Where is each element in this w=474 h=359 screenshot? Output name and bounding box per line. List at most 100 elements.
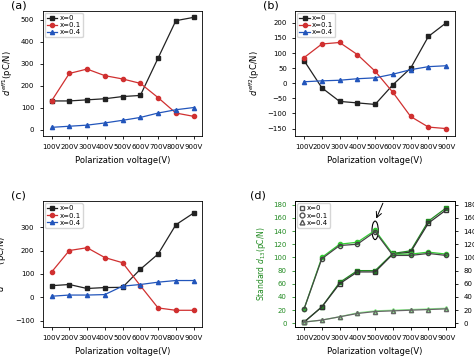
x=0.4 (191, 106, 196, 110)
Line: x=0.1: x=0.1 (49, 246, 196, 312)
x=0.1 (173, 308, 179, 312)
x=0.4 (66, 124, 72, 129)
Line: x=0.1: x=0.1 (302, 41, 448, 131)
x=0 (120, 94, 126, 99)
x=0 (337, 99, 342, 103)
x=0 (191, 15, 196, 19)
Line: x=0.4: x=0.4 (49, 279, 196, 298)
x=0 (319, 86, 325, 90)
x=0 (173, 19, 179, 23)
Line: x=0.4: x=0.4 (49, 106, 196, 130)
x=0.1 (337, 40, 342, 45)
x=0.4 (390, 72, 396, 76)
X-axis label: Polarization voltage(V): Polarization voltage(V) (328, 346, 423, 355)
x=0 (137, 267, 143, 271)
x=0.1 (191, 308, 196, 312)
x=0 (155, 252, 161, 256)
x=0.1 (155, 95, 161, 100)
x=0.4 (120, 284, 126, 288)
x=0.1 (372, 69, 378, 73)
Line: x=0.4: x=0.4 (302, 64, 448, 84)
x=0.4 (173, 278, 179, 283)
x=0.4 (372, 76, 378, 80)
x=0 (66, 99, 72, 103)
Legend: x=0, x=0.1, x=0.4: x=0, x=0.1, x=0.4 (297, 204, 330, 228)
x=0.4 (49, 125, 55, 130)
x=0 (66, 283, 72, 287)
x=0 (443, 21, 449, 25)
Line: x=0.1: x=0.1 (49, 67, 196, 118)
x=0.1 (426, 125, 431, 129)
x=0.4 (120, 118, 126, 122)
x=0.4 (137, 115, 143, 120)
Y-axis label: Standard $d_{13}$(pC/N): Standard $d_{13}$(pC/N) (255, 227, 268, 302)
x=0.1 (173, 111, 179, 115)
x=0.1 (319, 42, 325, 46)
x=0.1 (120, 77, 126, 81)
x=0.1 (137, 81, 143, 85)
Y-axis label: $d^{eff2}$(pC/N): $d^{eff2}$(pC/N) (247, 51, 262, 96)
x=0.4 (443, 64, 449, 68)
x=0 (355, 101, 360, 105)
x=0.1 (49, 270, 55, 274)
x=0 (84, 286, 90, 291)
x=0 (137, 93, 143, 98)
x=0 (390, 83, 396, 87)
Legend: x=0, x=0.1, x=0.4: x=0, x=0.1, x=0.4 (45, 204, 82, 228)
X-axis label: Polarization voltage(V): Polarization voltage(V) (75, 156, 170, 165)
x=0.1 (390, 90, 396, 94)
X-axis label: Polarization voltage(V): Polarization voltage(V) (328, 156, 423, 165)
x=0.4 (173, 108, 179, 112)
x=0.4 (155, 280, 161, 284)
Line: x=0: x=0 (49, 15, 196, 103)
Legend: x=0, x=0.1, x=0.4: x=0, x=0.1, x=0.4 (45, 13, 82, 37)
x=0.4 (155, 111, 161, 115)
x=0.4 (408, 67, 413, 72)
x=0.4 (102, 121, 108, 125)
x=0 (426, 34, 431, 39)
x=0.1 (408, 115, 413, 119)
x=0 (102, 285, 108, 290)
x=0 (155, 56, 161, 60)
x=0 (49, 284, 55, 288)
Line: x=0: x=0 (302, 21, 448, 107)
x=0.1 (191, 114, 196, 118)
Y-axis label: $d^{eff1}$(pC/N): $d^{eff1}$(pC/N) (1, 51, 15, 96)
Text: (c): (c) (11, 191, 26, 201)
Line: x=0: x=0 (49, 211, 196, 290)
X-axis label: Polarization voltage(V): Polarization voltage(V) (75, 346, 170, 355)
x=0.1 (84, 246, 90, 250)
x=0.1 (120, 261, 126, 265)
x=0.1 (355, 52, 360, 57)
x=0.1 (66, 71, 72, 76)
x=0.4 (102, 293, 108, 297)
x=0.1 (301, 55, 307, 60)
x=0 (372, 102, 378, 107)
x=0 (84, 98, 90, 102)
x=0 (173, 223, 179, 227)
x=0.4 (426, 65, 431, 69)
x=0.1 (443, 126, 449, 131)
x=0.1 (155, 306, 161, 310)
x=0.4 (66, 293, 72, 297)
x=0.4 (319, 79, 325, 83)
x=0.4 (84, 123, 90, 127)
x=0.1 (102, 74, 108, 78)
x=0 (120, 285, 126, 289)
x=0 (191, 211, 196, 215)
x=0.1 (102, 255, 108, 260)
x=0.4 (137, 283, 143, 287)
x=0.1 (137, 284, 143, 288)
x=0.4 (337, 78, 342, 83)
Text: (b): (b) (263, 0, 279, 10)
x=0.1 (66, 248, 72, 253)
Y-axis label: $d^{eff,flex}$(pC/N): $d^{eff,flex}$(pC/N) (0, 236, 9, 292)
x=0.4 (355, 76, 360, 81)
x=0.1 (84, 67, 90, 71)
x=0.4 (301, 80, 307, 84)
x=0.4 (191, 278, 196, 283)
Text: (a): (a) (11, 0, 27, 10)
x=0 (408, 66, 413, 70)
Legend: x=0, x=0.1, x=0.4: x=0, x=0.1, x=0.4 (297, 13, 335, 37)
x=0.1 (49, 99, 55, 103)
